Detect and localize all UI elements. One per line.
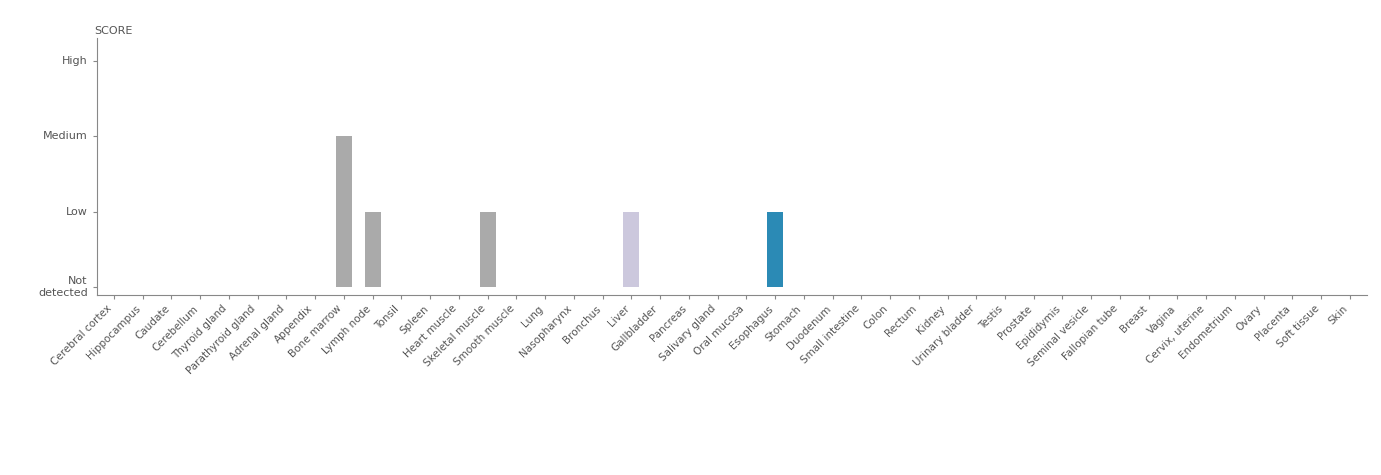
Bar (336, 136, 352, 287)
Text: SCORE: SCORE (94, 27, 133, 37)
Bar (365, 211, 381, 287)
Bar (623, 211, 639, 287)
Bar (766, 211, 783, 287)
Bar (479, 211, 496, 287)
